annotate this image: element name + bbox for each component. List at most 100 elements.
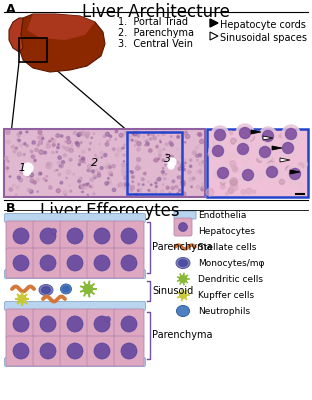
Circle shape (197, 160, 198, 161)
Text: 1: 1 (18, 163, 26, 173)
Circle shape (134, 145, 136, 146)
Circle shape (214, 149, 221, 156)
Circle shape (19, 132, 22, 134)
Ellipse shape (13, 228, 29, 244)
Circle shape (147, 140, 149, 142)
Circle shape (115, 139, 117, 140)
Circle shape (84, 186, 87, 189)
Circle shape (181, 156, 183, 158)
Circle shape (58, 144, 59, 145)
Circle shape (169, 141, 172, 144)
Circle shape (170, 136, 172, 137)
Circle shape (15, 147, 17, 149)
Circle shape (52, 151, 54, 154)
Circle shape (247, 143, 251, 148)
FancyBboxPatch shape (60, 309, 90, 339)
Circle shape (184, 162, 186, 164)
Text: 3: 3 (164, 154, 172, 164)
Circle shape (115, 130, 118, 133)
Circle shape (91, 170, 95, 173)
Circle shape (88, 183, 89, 184)
Circle shape (7, 171, 8, 172)
Circle shape (60, 164, 63, 168)
Circle shape (61, 164, 63, 166)
Text: A: A (6, 3, 16, 16)
Circle shape (81, 157, 85, 160)
Circle shape (151, 133, 154, 136)
Circle shape (160, 190, 164, 194)
Polygon shape (9, 18, 23, 52)
Circle shape (162, 159, 164, 161)
Circle shape (184, 132, 188, 135)
FancyBboxPatch shape (4, 358, 145, 366)
Circle shape (95, 154, 96, 156)
Circle shape (112, 148, 115, 150)
Circle shape (78, 180, 81, 182)
Circle shape (198, 144, 199, 146)
Circle shape (58, 173, 61, 176)
Circle shape (163, 148, 165, 150)
Circle shape (282, 142, 294, 154)
Circle shape (69, 185, 70, 186)
Circle shape (119, 183, 122, 187)
Circle shape (19, 178, 22, 182)
Circle shape (49, 140, 50, 142)
Circle shape (32, 141, 35, 144)
Circle shape (43, 178, 46, 180)
Circle shape (71, 145, 72, 146)
Circle shape (123, 154, 125, 156)
Circle shape (6, 130, 10, 134)
FancyBboxPatch shape (87, 221, 117, 251)
Circle shape (163, 168, 164, 169)
Circle shape (60, 145, 61, 146)
Circle shape (196, 185, 200, 189)
Ellipse shape (13, 343, 29, 359)
Circle shape (206, 188, 214, 196)
Circle shape (171, 186, 174, 190)
Circle shape (126, 134, 130, 137)
Ellipse shape (94, 316, 110, 332)
Circle shape (124, 182, 127, 186)
Circle shape (63, 190, 67, 195)
Circle shape (155, 182, 157, 184)
Circle shape (137, 148, 140, 151)
Circle shape (214, 164, 232, 182)
Polygon shape (27, 14, 95, 40)
Circle shape (196, 171, 197, 172)
Circle shape (279, 135, 282, 138)
Circle shape (153, 159, 156, 162)
Ellipse shape (67, 228, 83, 244)
FancyBboxPatch shape (33, 221, 63, 251)
Circle shape (165, 164, 166, 166)
Circle shape (148, 190, 150, 191)
Circle shape (183, 159, 185, 160)
Circle shape (153, 136, 156, 140)
Bar (127, 132, 182, 194)
Circle shape (158, 177, 161, 181)
Circle shape (139, 190, 142, 193)
Circle shape (160, 141, 161, 143)
Circle shape (243, 130, 248, 135)
Circle shape (199, 172, 201, 174)
FancyBboxPatch shape (6, 309, 36, 339)
Circle shape (62, 146, 64, 147)
Circle shape (103, 135, 105, 137)
Circle shape (198, 170, 202, 173)
Circle shape (197, 133, 199, 135)
Circle shape (17, 176, 20, 179)
Circle shape (105, 142, 109, 146)
Circle shape (55, 170, 56, 171)
Circle shape (209, 142, 227, 160)
Circle shape (239, 166, 257, 184)
Circle shape (45, 180, 47, 182)
Circle shape (168, 158, 176, 166)
FancyBboxPatch shape (87, 336, 117, 366)
Circle shape (178, 167, 181, 170)
Circle shape (198, 154, 202, 157)
Circle shape (30, 179, 34, 183)
Circle shape (214, 170, 222, 178)
Circle shape (66, 137, 68, 139)
Circle shape (135, 140, 138, 143)
Circle shape (212, 146, 223, 156)
Ellipse shape (39, 284, 53, 296)
